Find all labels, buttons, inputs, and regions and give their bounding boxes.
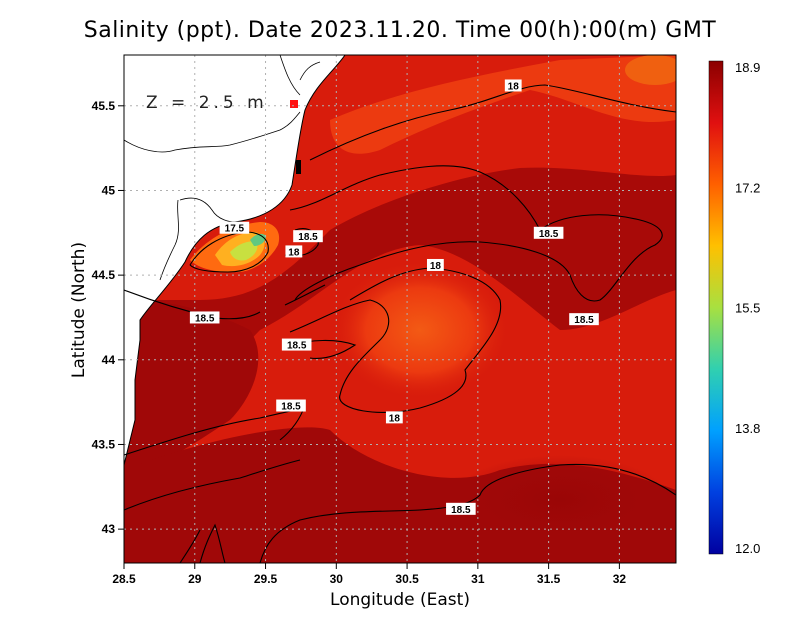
colorbar-label: 12.0	[735, 541, 760, 556]
river-plume-center	[250, 233, 266, 246]
coastline	[124, 55, 346, 466]
svg-text:18.5: 18.5	[195, 313, 215, 324]
contour-label: 18	[385, 411, 403, 424]
y-tick-label: 43	[102, 522, 116, 536]
svg-text:18.5: 18.5	[281, 402, 301, 413]
x-tick-label: 29.5	[254, 572, 278, 586]
y-axis-title: Latitude (North)	[69, 242, 89, 378]
svg-text:18.5: 18.5	[298, 232, 318, 243]
svg-text:18.5: 18.5	[451, 505, 471, 516]
inland-border-1	[124, 111, 301, 153]
colorbar	[708, 60, 724, 555]
colorbar-label: 13.8	[735, 421, 760, 436]
x-tick-label: 30	[330, 572, 344, 586]
svg-text:18: 18	[430, 261, 442, 272]
map-field: 18 18.5 18.5 18 17.5 18 18.5 18.5 18.5 18.5 18 18.5	[124, 55, 676, 563]
coastal-cell-dark	[296, 160, 301, 174]
x-axis-ticks: 28.5 29 29.5 30 30.5 31 31.5 32	[112, 563, 626, 586]
inland-border-3	[159, 199, 179, 281]
inland-border-4	[279, 55, 301, 96]
x-tick-label: 31	[471, 572, 485, 586]
plot-frame	[123, 54, 677, 564]
x-tick-label: 28.5	[112, 572, 136, 586]
x-tick-label: 30.5	[395, 572, 419, 586]
x-tick-label: 32	[613, 572, 627, 586]
contour-lines	[124, 84, 676, 563]
contour-label: 18	[285, 245, 303, 258]
colorbar-label: 18.9	[735, 60, 760, 75]
contour-label: 18	[426, 258, 444, 272]
contour-label: 18.5	[446, 502, 476, 516]
river-plume-core	[230, 241, 258, 261]
colorbar-labels: 18.9 17.2 15.5 13.8 12.0	[735, 60, 760, 556]
high-salinity-zone-west	[124, 300, 259, 480]
x-tick-label: 29	[188, 572, 202, 586]
high-salinity-core-south	[450, 455, 670, 545]
contour-label: 18.5	[293, 230, 323, 243]
low-salinity-patch-ne	[625, 55, 676, 85]
contour-label: 18.5	[569, 313, 599, 326]
contour-label: 18	[504, 79, 522, 92]
coastal-cell	[290, 100, 298, 108]
map-grid	[124, 55, 676, 563]
depth-label: Z = 2.5 m	[146, 93, 268, 113]
inland-border-5	[299, 61, 321, 81]
y-tick-label: 45.5	[92, 99, 116, 113]
contour-label: 17.5	[219, 221, 250, 235]
y-tick-label: 44	[102, 353, 116, 367]
low-salinity-eddy	[330, 260, 510, 400]
land-mass	[124, 55, 345, 465]
svg-text:18: 18	[288, 247, 300, 258]
contour-label: 18.5	[533, 226, 564, 240]
y-axis-ticks: 43 43.5 44 44.5 45 45.5	[92, 99, 124, 536]
x-axis-title: Longitude (East)	[330, 590, 470, 610]
svg-text:18: 18	[389, 413, 401, 424]
inland-border-2	[179, 197, 236, 223]
x-tick-label: 31.5	[537, 572, 561, 586]
y-tick-label: 43.5	[92, 437, 116, 451]
svg-text:18.5: 18.5	[539, 229, 559, 240]
svg-text:18: 18	[508, 81, 520, 92]
contour-label: 18.5	[189, 311, 220, 324]
contour-label: 18.5	[276, 399, 306, 413]
svg-text:18.5: 18.5	[574, 315, 594, 326]
low-salinity-zone-north	[330, 55, 676, 154]
svg-text:18.5: 18.5	[287, 341, 307, 352]
contour-labels: 18 18.5 18.5 18 17.5 18 18.5 18.5 18.5 18.5 18 18.5	[189, 79, 599, 516]
y-tick-label: 44.5	[92, 268, 116, 282]
colorbar-label: 15.5	[735, 301, 760, 316]
svg-text:17.5: 17.5	[225, 224, 245, 235]
colorbar-label: 17.2	[735, 180, 760, 195]
contour-label: 18.5	[281, 338, 312, 352]
y-tick-label: 45	[102, 183, 116, 197]
map-title: Salinity (ppt). Date 2023.11.20. Time 00…	[83, 18, 717, 43]
